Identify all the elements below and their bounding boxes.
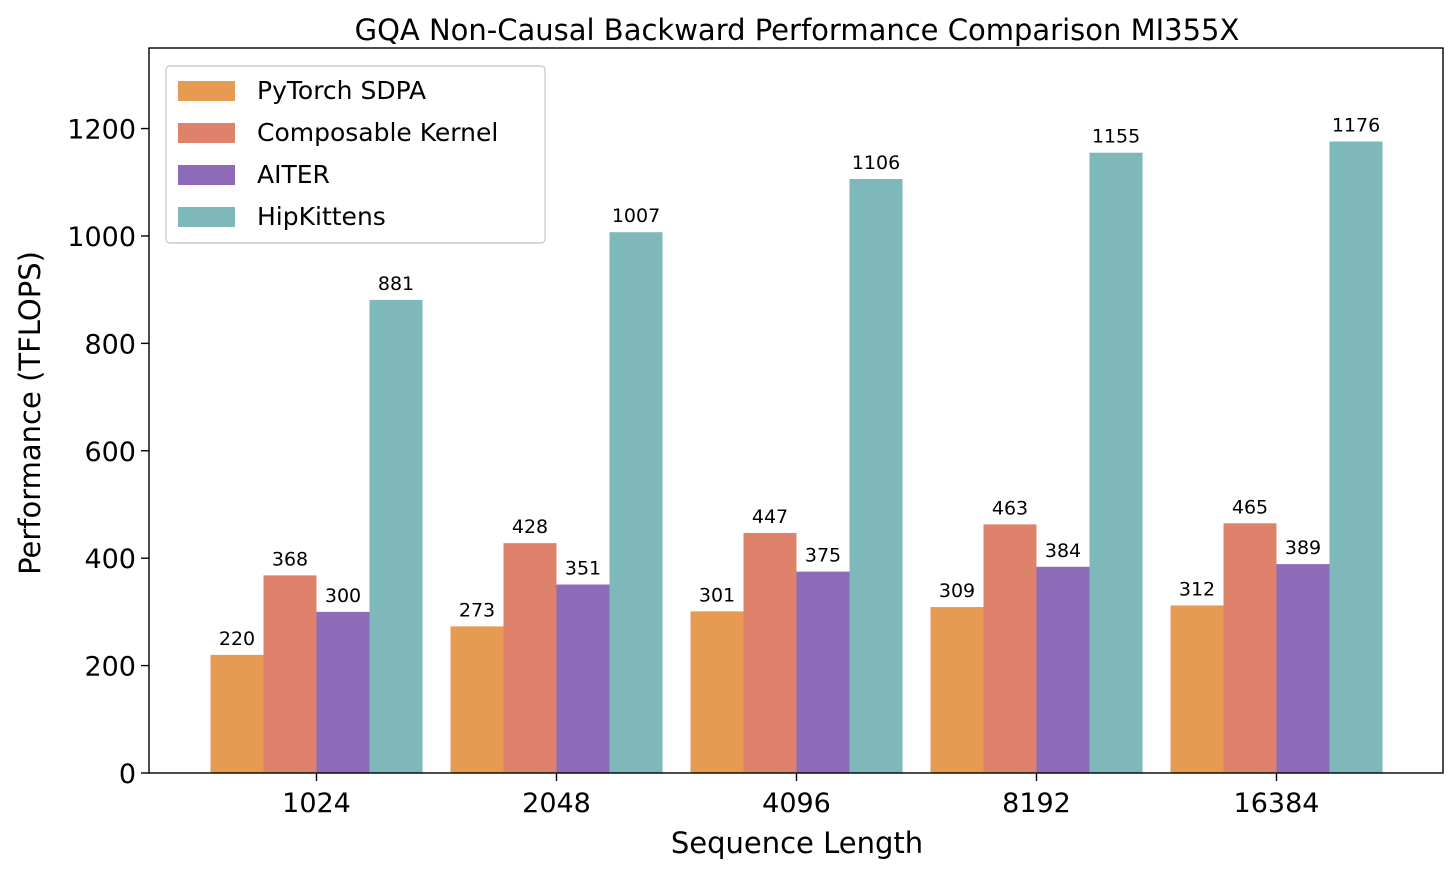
legend: PyTorch SDPA Composable Kernel AITER HipKit… bbox=[165, 65, 546, 244]
y-axis-label: Performance (TFLOPS) bbox=[13, 251, 47, 575]
bar-pytorch-sdpa-16384 bbox=[1170, 605, 1224, 773]
bar-value-label: 220 bbox=[219, 628, 255, 650]
bar-value-label: 312 bbox=[1179, 578, 1215, 600]
x-tick-label: 8192 bbox=[1002, 788, 1071, 819]
bar-value-label: 368 bbox=[272, 548, 308, 570]
legend-swatch bbox=[178, 81, 235, 101]
bar-value-label: 428 bbox=[512, 516, 548, 538]
legend-swatch bbox=[178, 123, 235, 143]
legend-label: Composable Kernel bbox=[257, 118, 498, 147]
bar-value-label: 463 bbox=[992, 497, 1028, 519]
bar-aiter-16384 bbox=[1276, 564, 1330, 773]
bar-composable-kernel-2048 bbox=[503, 543, 557, 773]
bar-hipkittens-8192 bbox=[1089, 152, 1143, 773]
y-tick-label: 1000 bbox=[67, 222, 136, 253]
legend-box bbox=[165, 65, 546, 244]
bar-hipkittens-16384 bbox=[1329, 141, 1383, 773]
bar-pytorch-sdpa-8192 bbox=[930, 607, 984, 773]
bar-value-label: 301 bbox=[699, 584, 735, 606]
legend-swatch bbox=[178, 207, 235, 227]
legend-swatch bbox=[178, 165, 235, 185]
legend-label: PyTorch SDPA bbox=[257, 76, 426, 105]
y-tick-label: 0 bbox=[119, 759, 136, 790]
bar-pytorch-sdpa-1024 bbox=[210, 654, 264, 773]
y-tick-label: 1200 bbox=[67, 115, 136, 146]
x-tick-label: 4096 bbox=[762, 788, 831, 819]
bar-pytorch-sdpa-4096 bbox=[690, 611, 744, 773]
bar-aiter-2048 bbox=[556, 584, 610, 773]
bar-value-label: 384 bbox=[1045, 540, 1081, 562]
bar-aiter-8192 bbox=[1036, 566, 1090, 773]
bar-composable-kernel-4096 bbox=[743, 532, 797, 773]
bar-value-label: 447 bbox=[752, 506, 788, 528]
bar-composable-kernel-8192 bbox=[983, 524, 1037, 773]
y-tick-label: 600 bbox=[84, 437, 136, 468]
bar-value-label: 375 bbox=[805, 545, 841, 567]
bar-aiter-4096 bbox=[796, 571, 850, 773]
bar-value-label: 1007 bbox=[612, 205, 660, 227]
bar-value-label: 1176 bbox=[1332, 114, 1380, 136]
bar-value-label: 465 bbox=[1232, 496, 1268, 518]
bar-value-label: 273 bbox=[459, 599, 495, 621]
bar-value-label: 1155 bbox=[1092, 126, 1140, 148]
bar-hipkittens-4096 bbox=[849, 179, 903, 773]
bar-hipkittens-1024 bbox=[369, 299, 423, 773]
bar-value-label: 309 bbox=[939, 580, 975, 602]
x-axis: 1024 2048 4096 8192 16384 bbox=[282, 773, 1319, 819]
bar-value-label: 351 bbox=[565, 558, 601, 580]
y-tick-label: 800 bbox=[84, 329, 136, 360]
bar-composable-kernel-16384 bbox=[1223, 523, 1277, 773]
x-tick-label: 1024 bbox=[282, 788, 351, 819]
plot-area: 220 273 301 309 312 368 428 447 463 465 300 351 375 3… bbox=[148, 47, 1444, 774]
x-axis-label: Sequence Length bbox=[671, 826, 923, 860]
legend-label: AITER bbox=[257, 160, 330, 189]
bar-pytorch-sdpa-2048 bbox=[450, 626, 504, 773]
x-tick-label: 16384 bbox=[1234, 788, 1320, 819]
legend-label: HipKittens bbox=[257, 202, 386, 231]
y-tick-label: 200 bbox=[84, 652, 136, 683]
chart-title: GQA Non-Causal Backward Performance Comp… bbox=[355, 13, 1240, 47]
bar-value-label: 389 bbox=[1285, 537, 1321, 559]
x-tick-label: 2048 bbox=[522, 788, 591, 819]
y-tick-label: 400 bbox=[84, 544, 136, 575]
bar-aiter-1024 bbox=[316, 611, 370, 773]
bar-value-label: 1106 bbox=[852, 152, 900, 174]
bar-hipkittens-2048 bbox=[609, 232, 663, 773]
y-axis: 0 200 400 600 800 1000 1200 bbox=[67, 115, 149, 790]
bar-value-label: 300 bbox=[325, 585, 361, 607]
bar-value-label: 881 bbox=[378, 273, 414, 295]
bar-composable-kernel-1024 bbox=[263, 575, 317, 773]
